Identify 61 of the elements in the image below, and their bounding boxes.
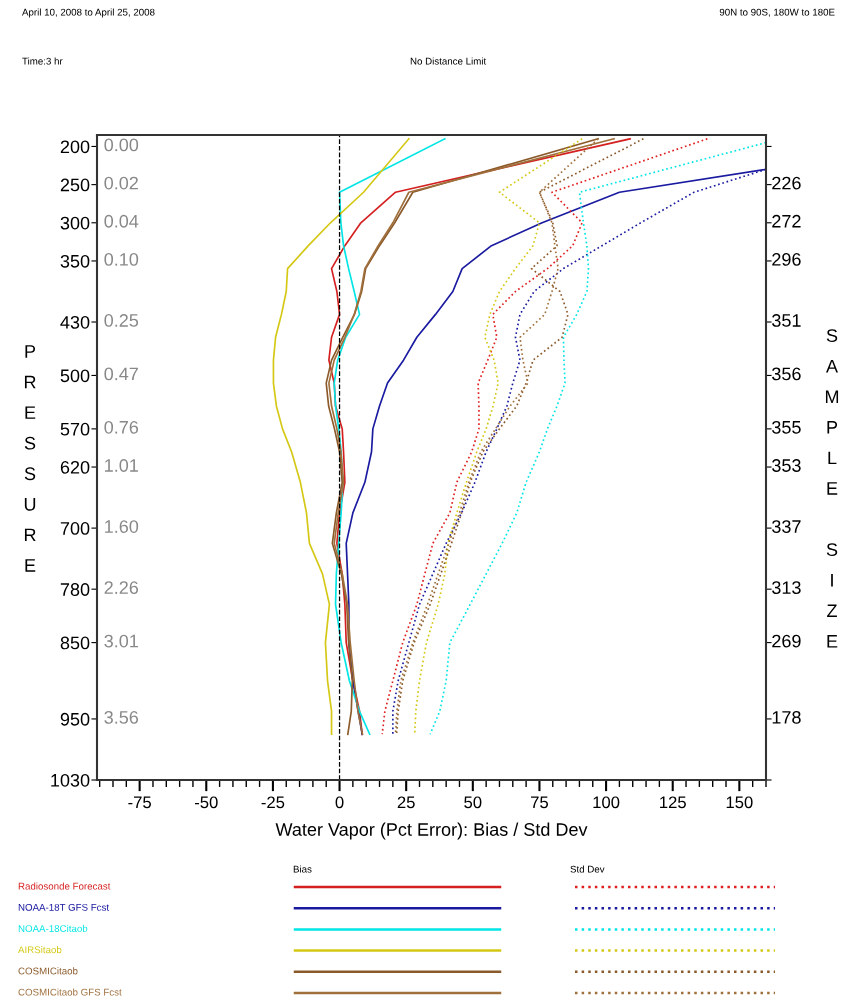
text: NOAA-18Citaob bbox=[18, 924, 88, 933]
annotation: 0.00 bbox=[104, 138, 139, 152]
y-tick-label: 780 bbox=[60, 583, 90, 596]
y-tick-label: 620 bbox=[60, 460, 90, 474]
text: April 10, 2008 to April 25, 2008 bbox=[22, 8, 155, 18]
text: 356 bbox=[772, 367, 801, 381]
text: 272 bbox=[772, 214, 801, 228]
text: 353 bbox=[772, 459, 801, 472]
annotation: 0.02 bbox=[104, 176, 138, 190]
x-tick-label: 125 bbox=[660, 796, 686, 809]
annotation: 3.56 bbox=[104, 711, 139, 724]
text: 313 bbox=[772, 581, 801, 595]
annotation: 0.25 bbox=[104, 314, 139, 327]
text: AIRSitaob bbox=[18, 946, 62, 954]
annotation: 1.01 bbox=[105, 459, 138, 472]
x-tick-label: -50 bbox=[194, 796, 218, 809]
text: 269 bbox=[772, 634, 801, 648]
annotation: 1.60 bbox=[105, 520, 139, 533]
text: SAMPLE SIZE bbox=[825, 329, 839, 648]
x-tick-label: 0 bbox=[335, 796, 344, 809]
y-tick-label: 500 bbox=[60, 369, 90, 383]
x-tick-label: 75 bbox=[531, 796, 549, 809]
annotation: 0.04 bbox=[104, 214, 139, 228]
text: 355 bbox=[772, 420, 801, 434]
text: Bias bbox=[293, 865, 312, 873]
y-tick-label: 570 bbox=[60, 422, 90, 436]
y-tick-label: 200 bbox=[60, 140, 90, 154]
annotation: 3.01 bbox=[104, 634, 138, 648]
text: 178 bbox=[772, 711, 801, 724]
text: Std Dev bbox=[570, 865, 605, 873]
text: 296 bbox=[772, 253, 801, 266]
text: COSMICitaob GFS Fcst bbox=[18, 988, 122, 996]
y-tick-label: 350 bbox=[60, 254, 90, 268]
y-axis-title: PRESSURE bbox=[24, 345, 36, 572]
annotation: 0.76 bbox=[104, 420, 139, 434]
y-tick-label: 850 bbox=[60, 636, 90, 650]
text: COSMICitaob bbox=[18, 967, 78, 975]
text: Time:3 hr bbox=[22, 57, 63, 65]
text: Radiosonde Forecast bbox=[18, 882, 111, 890]
y-tick-label: 250 bbox=[60, 178, 90, 192]
annotation: 0.47 bbox=[104, 367, 138, 381]
text: No Distance Limit bbox=[410, 57, 487, 65]
x-tick-label: 50 bbox=[464, 796, 482, 809]
x-tick-label: 100 bbox=[593, 796, 620, 809]
x-tick-label: 25 bbox=[397, 796, 415, 809]
x-tick-label: -25 bbox=[261, 796, 285, 809]
y-tick-label: 300 bbox=[60, 216, 90, 230]
text: 351 bbox=[772, 314, 801, 327]
text: 90N to 90S, 180W to 180E bbox=[719, 8, 835, 17]
y-tick-label: 1030 bbox=[51, 773, 90, 787]
text: NOAA-18T GFS Fcst bbox=[18, 903, 110, 911]
x-tick-label: -75 bbox=[128, 796, 151, 809]
x-tick-label: 150 bbox=[726, 796, 753, 809]
annotation: 0.10 bbox=[104, 253, 139, 266]
x-axis-title: Water Vapor (Pct Error): Bias / Std Dev bbox=[275, 822, 588, 840]
y-tick-label: 430 bbox=[60, 315, 90, 329]
text: 337 bbox=[772, 520, 801, 533]
y-tick-label: 950 bbox=[60, 712, 90, 726]
annotation: 2.26 bbox=[104, 581, 139, 595]
y-tick-label: 700 bbox=[60, 522, 90, 535]
text: 226 bbox=[772, 176, 801, 190]
